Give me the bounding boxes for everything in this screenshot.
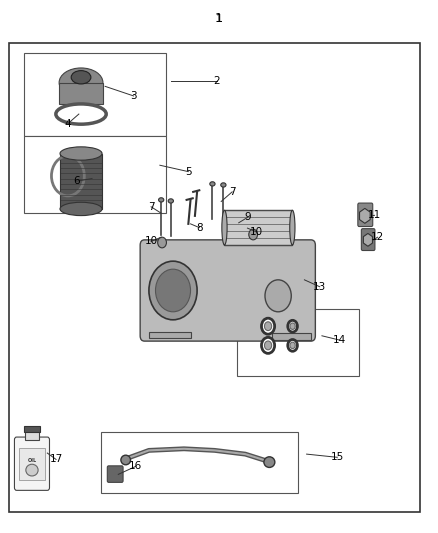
Text: 6: 6	[73, 176, 80, 186]
Ellipse shape	[60, 203, 102, 216]
Bar	[101, 432, 298, 493]
Bar	[9, 43, 420, 512]
Text: 9: 9	[244, 213, 251, 222]
FancyBboxPatch shape	[140, 240, 315, 341]
Text: 10: 10	[250, 227, 263, 237]
Bar	[224, 211, 293, 245]
Ellipse shape	[59, 68, 103, 98]
Ellipse shape	[261, 318, 275, 334]
Ellipse shape	[71, 70, 91, 84]
Ellipse shape	[221, 183, 226, 187]
Bar	[237, 309, 359, 376]
Ellipse shape	[56, 104, 106, 124]
Bar	[24, 53, 166, 136]
Bar	[25, 430, 39, 440]
Text: 3: 3	[130, 91, 137, 101]
Text: 2: 2	[213, 76, 220, 86]
Bar	[149, 332, 191, 338]
Bar	[19, 448, 45, 480]
Ellipse shape	[264, 457, 275, 467]
Ellipse shape	[26, 464, 38, 476]
Bar	[60, 154, 102, 209]
Text: 12: 12	[371, 232, 384, 242]
Text: 8: 8	[196, 223, 203, 232]
Text: 15: 15	[331, 453, 344, 462]
FancyBboxPatch shape	[361, 229, 375, 251]
Bar	[24, 136, 166, 213]
Text: 16: 16	[129, 462, 142, 471]
Text: 14: 14	[333, 335, 346, 345]
Circle shape	[249, 229, 258, 240]
Ellipse shape	[288, 320, 297, 332]
Text: 1: 1	[215, 12, 223, 25]
Text: 11: 11	[368, 211, 381, 220]
Ellipse shape	[155, 269, 191, 312]
Ellipse shape	[210, 182, 215, 186]
Ellipse shape	[149, 261, 197, 320]
Ellipse shape	[261, 337, 275, 353]
Ellipse shape	[265, 322, 272, 330]
Text: 10: 10	[145, 237, 158, 246]
Circle shape	[158, 237, 166, 248]
Text: 5: 5	[185, 167, 192, 176]
Text: 7: 7	[148, 202, 155, 212]
Bar	[59, 83, 103, 104]
Ellipse shape	[265, 341, 272, 350]
FancyBboxPatch shape	[14, 437, 49, 490]
Ellipse shape	[265, 280, 291, 312]
FancyBboxPatch shape	[358, 203, 373, 227]
Ellipse shape	[168, 199, 173, 203]
Text: 13: 13	[313, 282, 326, 292]
Ellipse shape	[222, 211, 227, 245]
Ellipse shape	[121, 455, 131, 465]
Text: 4: 4	[64, 119, 71, 128]
Ellipse shape	[290, 342, 295, 349]
Bar	[24, 426, 40, 432]
Bar	[272, 333, 311, 340]
Text: OIL: OIL	[28, 458, 36, 463]
Ellipse shape	[290, 211, 295, 245]
Text: 7: 7	[229, 187, 236, 197]
Text: 17: 17	[49, 455, 63, 464]
FancyBboxPatch shape	[107, 466, 123, 482]
Text: 1: 1	[215, 14, 223, 23]
Ellipse shape	[159, 198, 164, 202]
Ellipse shape	[288, 340, 297, 351]
Ellipse shape	[290, 323, 295, 329]
Ellipse shape	[60, 147, 102, 160]
